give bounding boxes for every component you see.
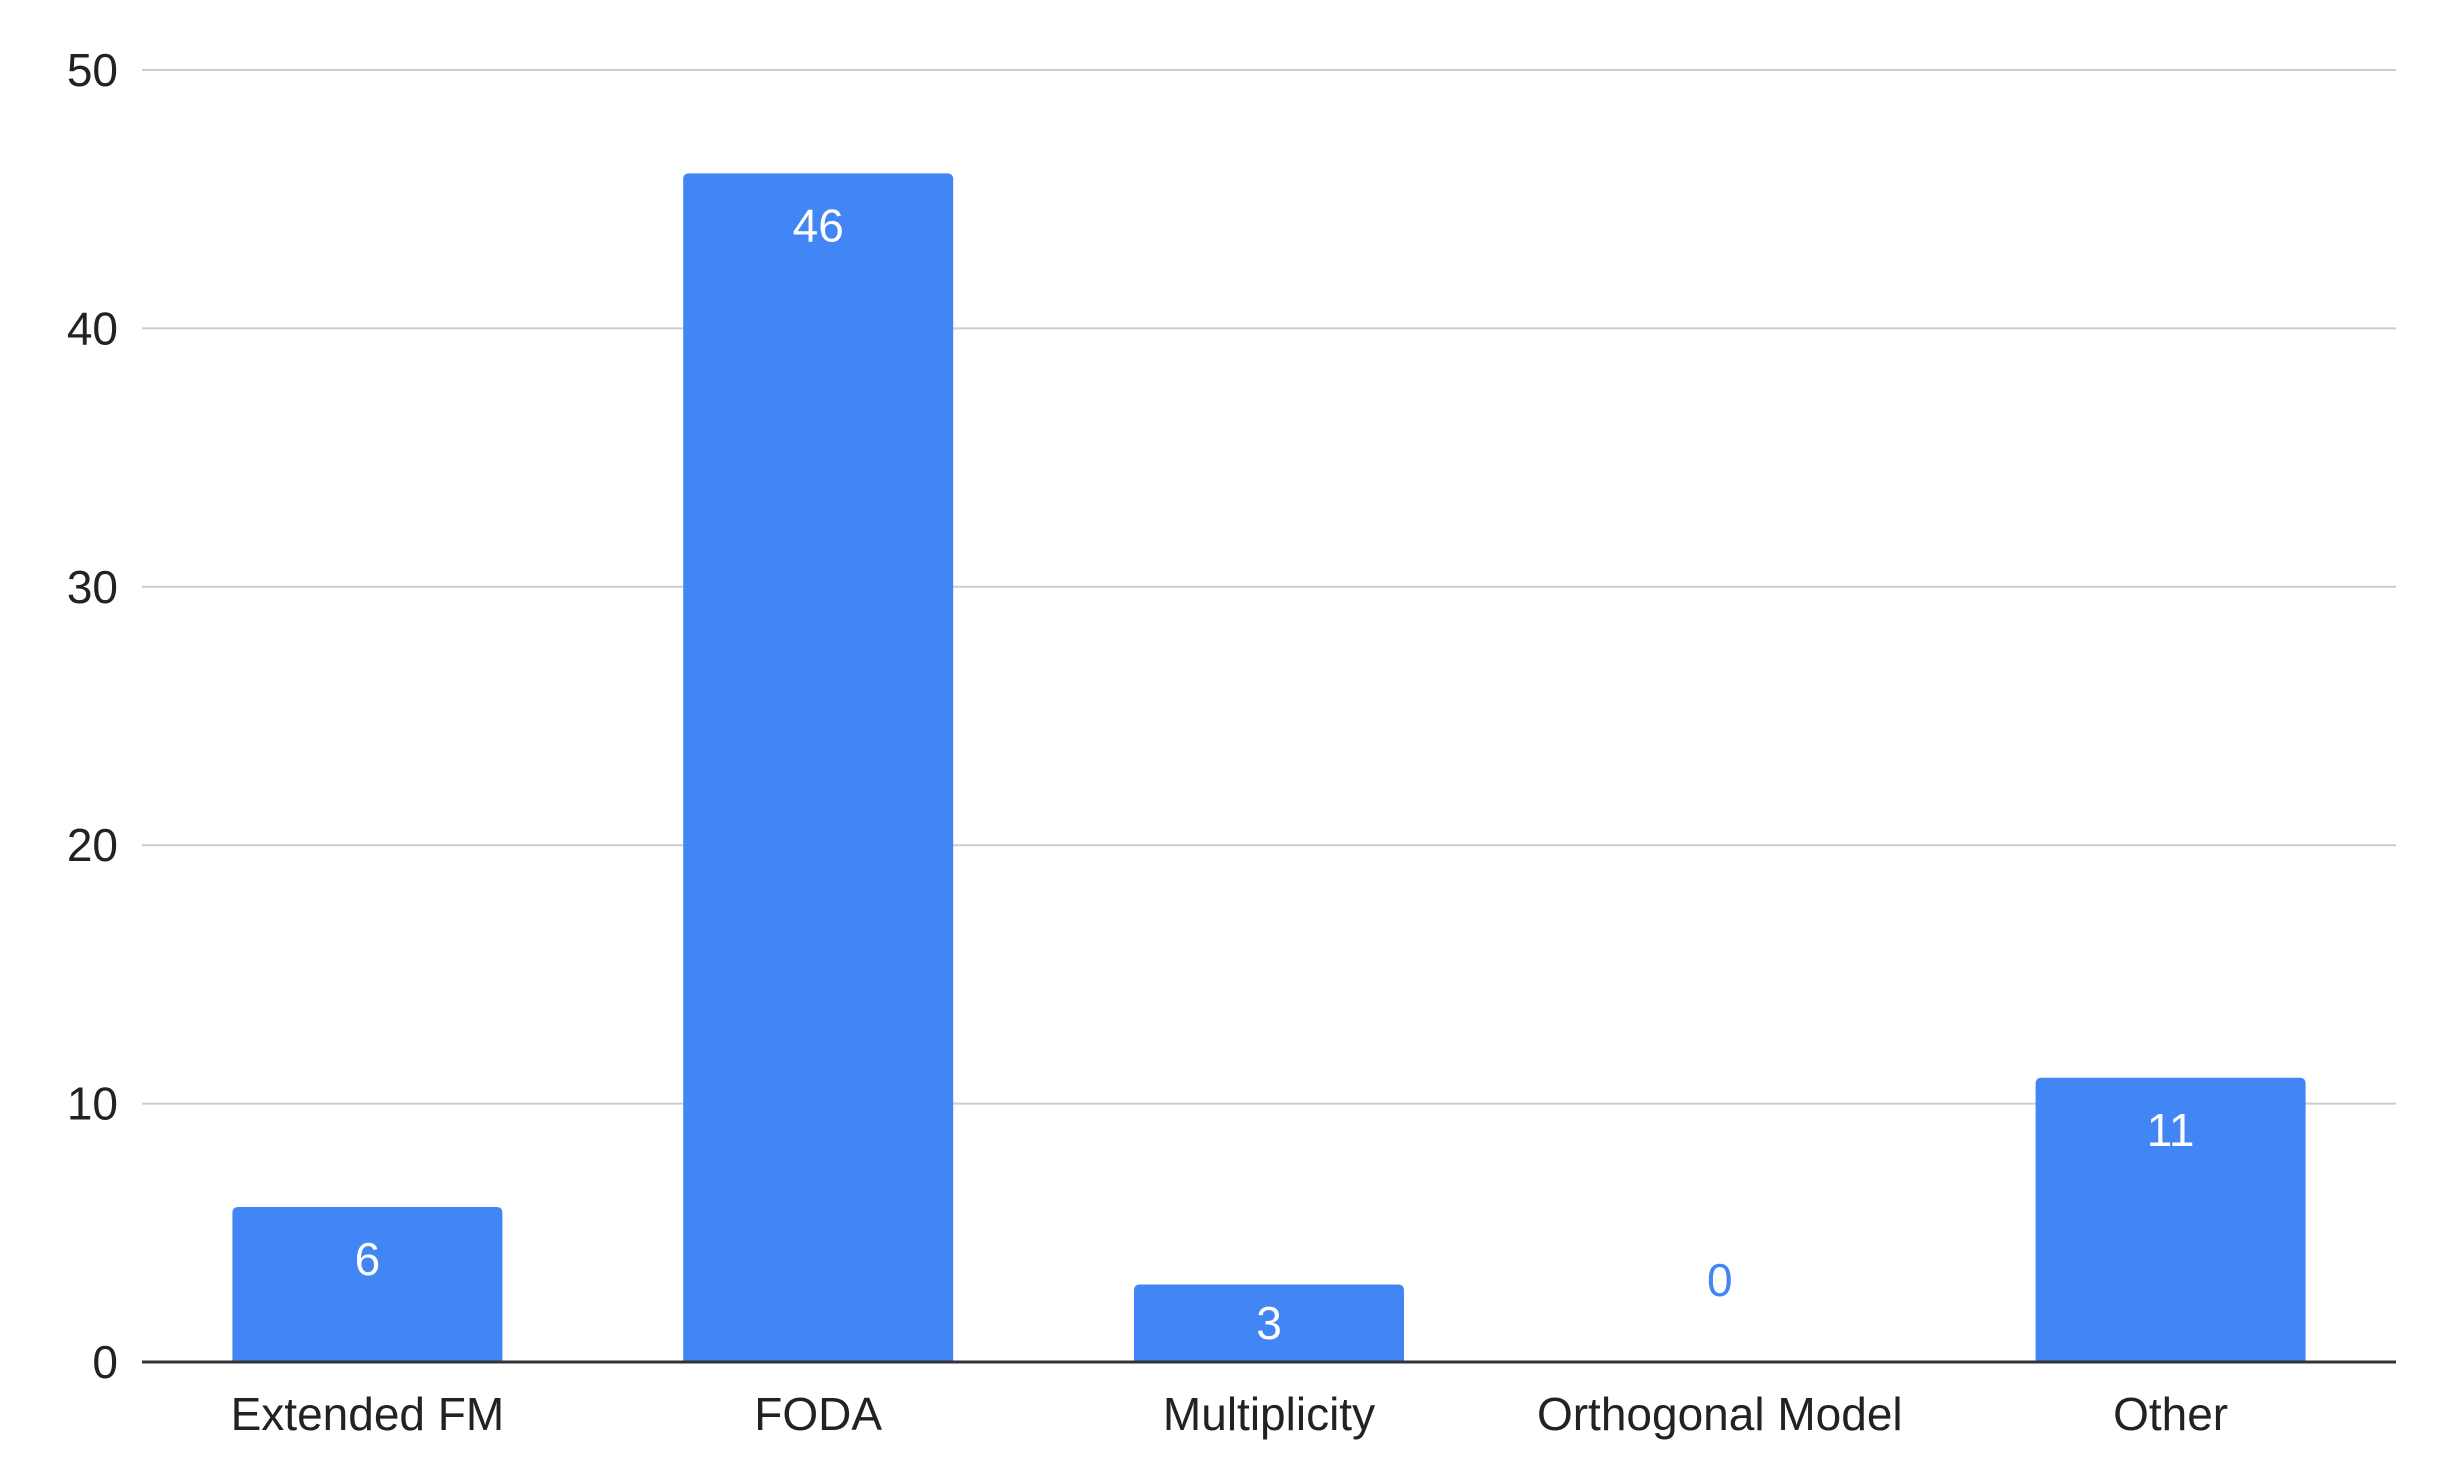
grid-lines — [142, 69, 2396, 1105]
y-tick-label: 30 — [67, 561, 118, 613]
x-tick-labels: Extended FM FODA Multiplicity Orthogonal Mo… — [231, 1388, 2229, 1440]
x-tick-label: Extended FM — [231, 1388, 505, 1440]
data-label: 0 — [1707, 1254, 1733, 1306]
data-labels: 6 46 3 0 11 — [355, 199, 2195, 1349]
x-tick-label: FODA — [754, 1388, 882, 1440]
y-tick-labels: 0 10 20 30 40 50 — [67, 44, 118, 1388]
y-tick-label: 10 — [67, 1078, 118, 1130]
x-tick-label: Other — [2113, 1388, 2228, 1440]
y-tick-label: 20 — [67, 819, 118, 871]
x-tick-label: Multiplicity — [1163, 1388, 1375, 1440]
y-tick-label: 40 — [67, 302, 118, 354]
data-label: 3 — [1256, 1297, 1282, 1349]
bar — [232, 1206, 503, 1362]
bar — [1134, 1284, 1404, 1362]
bars — [232, 173, 2306, 1363]
data-label: 11 — [2147, 1104, 2195, 1156]
x-tick-label: Orthogonal Model — [1537, 1388, 1903, 1440]
bar — [683, 173, 954, 1363]
y-tick-label: 50 — [67, 44, 118, 96]
data-label: 46 — [793, 199, 844, 251]
y-tick-label: 0 — [92, 1336, 118, 1388]
data-label: 6 — [355, 1233, 381, 1285]
bar — [2035, 1077, 2306, 1362]
